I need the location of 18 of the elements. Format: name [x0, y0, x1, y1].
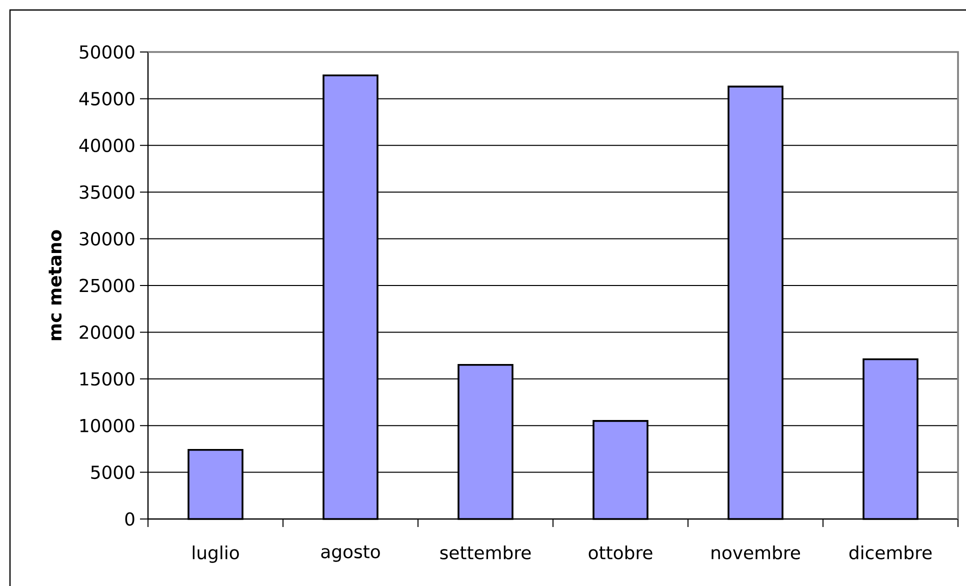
- x-tick-label: luglio: [192, 546, 239, 563]
- y-tick-label: 25000: [80, 278, 134, 292]
- y-axis-title: mc metano: [48, 230, 62, 340]
- x-tick-label: dicembre: [849, 546, 932, 560]
- y-tick-label: 5000: [91, 466, 134, 480]
- y-tick-label: 50000: [80, 45, 134, 59]
- y-tick-label: 0: [125, 512, 134, 526]
- y-tick-label: 45000: [79, 92, 134, 106]
- y-tick-label: 20000: [80, 325, 134, 339]
- x-tick-label: ottobre: [588, 546, 652, 560]
- x-tick-label: agosto: [321, 546, 380, 562]
- y-tick-label: 10000: [80, 418, 134, 432]
- y-tick-label: 15000: [80, 372, 134, 386]
- y-tick-label: 35000: [80, 185, 134, 199]
- y-tick-label: 30000: [80, 232, 134, 246]
- x-tick-label: settembre: [440, 546, 531, 560]
- y-tick-label: 40000: [79, 138, 134, 152]
- x-tick-label: novembre: [712, 546, 800, 560]
